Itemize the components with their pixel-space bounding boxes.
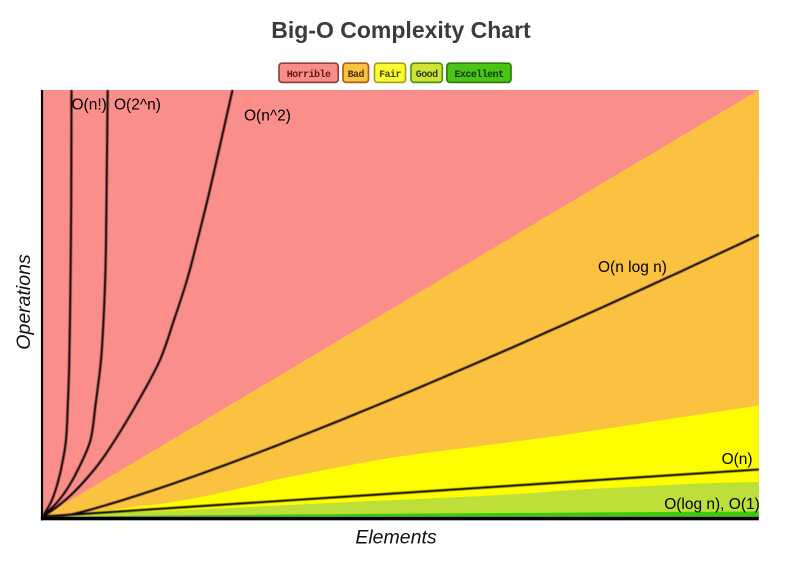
svg-text:O(n!): O(n!): [72, 97, 107, 114]
svg-text:O(2^n): O(2^n): [114, 97, 161, 114]
svg-text:O(n log n): O(n log n): [598, 259, 667, 276]
svg-text:O(n): O(n): [722, 451, 753, 468]
svg-text:O(n^2): O(n^2): [244, 108, 291, 125]
svg-text:Horrible: Horrible: [287, 69, 331, 81]
svg-text:Good: Good: [416, 69, 438, 81]
svg-text:Bad: Bad: [348, 69, 365, 81]
svg-text:Operations: Operations: [13, 254, 35, 350]
svg-text:Big-O Complexity Chart: Big-O Complexity Chart: [271, 17, 531, 43]
svg-text:Fair: Fair: [379, 69, 401, 81]
svg-text:O(log n), O(1): O(log n), O(1): [664, 496, 760, 513]
svg-text:Elements: Elements: [355, 527, 437, 549]
svg-text:Excellent: Excellent: [454, 69, 504, 81]
